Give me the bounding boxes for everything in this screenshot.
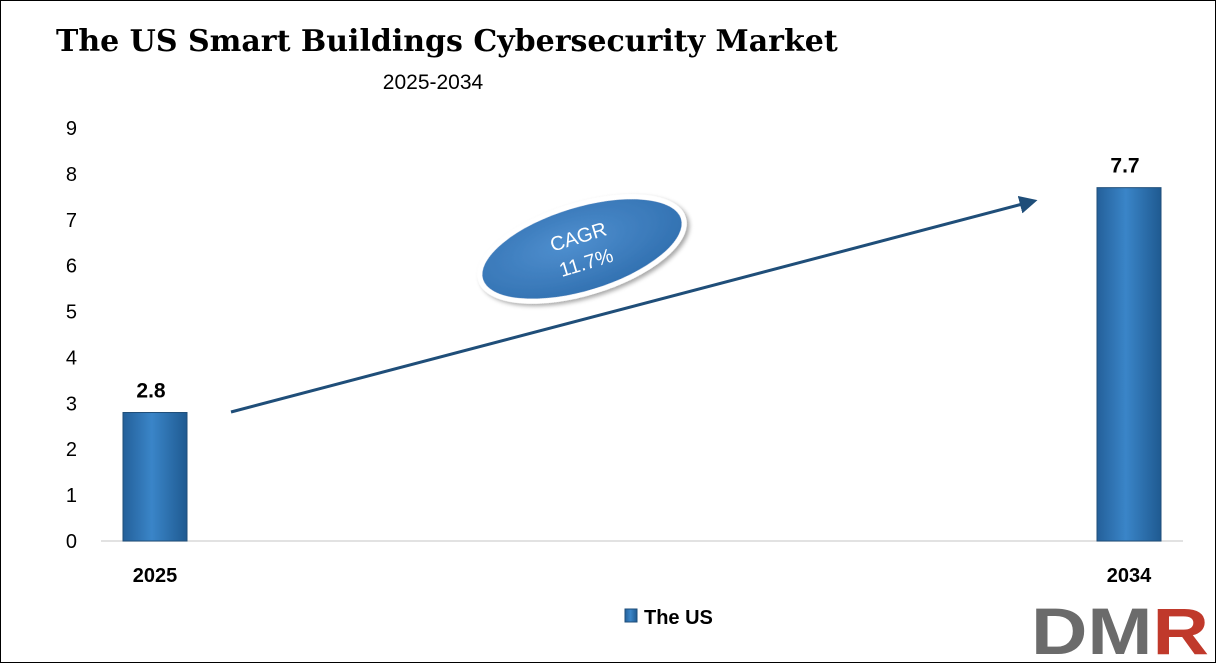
logo-letter: M	[1087, 594, 1152, 662]
x-axis: 2025 2034	[133, 565, 1152, 587]
legend-swatch	[624, 608, 638, 623]
y-tick-label: 7	[66, 210, 77, 232]
data-labels: 2.8 7.7	[136, 155, 1139, 403]
bar-2025	[122, 412, 188, 542]
data-label-2034: 7.7	[1110, 155, 1139, 178]
cagr-arrow	[230, 195, 1038, 414]
logo-letter: R	[1153, 594, 1209, 662]
chart-subtitle: 2025-2034	[383, 71, 484, 94]
y-tick-label: 6	[66, 256, 77, 278]
legend-label: The US	[644, 607, 713, 629]
y-tick-label: 5	[66, 302, 77, 324]
legend: The US	[624, 607, 713, 629]
logo-letter: D	[1031, 594, 1087, 662]
cagr-badge: CAGR 11.7%	[477, 194, 687, 304]
y-tick-label: 4	[66, 347, 77, 369]
y-tick-label: 9	[66, 118, 77, 140]
y-tick-label: 8	[66, 164, 77, 186]
bars	[122, 187, 1162, 542]
y-axis: 0 1 2 3 4 5 6 7 8 9	[66, 118, 77, 553]
y-tick-label: 0	[66, 531, 77, 553]
chart-title: The US Smart Buildings Cybersecurity Mar…	[56, 24, 838, 59]
y-tick-label: 1	[66, 485, 77, 507]
cagr-ellipse	[477, 194, 687, 304]
data-label-2025: 2.8	[136, 380, 166, 403]
x-tick-label: 2034	[1107, 565, 1152, 587]
x-tick-label: 2025	[133, 565, 178, 587]
y-tick-label: 3	[66, 393, 77, 415]
y-tick-label: 2	[66, 439, 77, 461]
bar-2034	[1096, 187, 1162, 542]
